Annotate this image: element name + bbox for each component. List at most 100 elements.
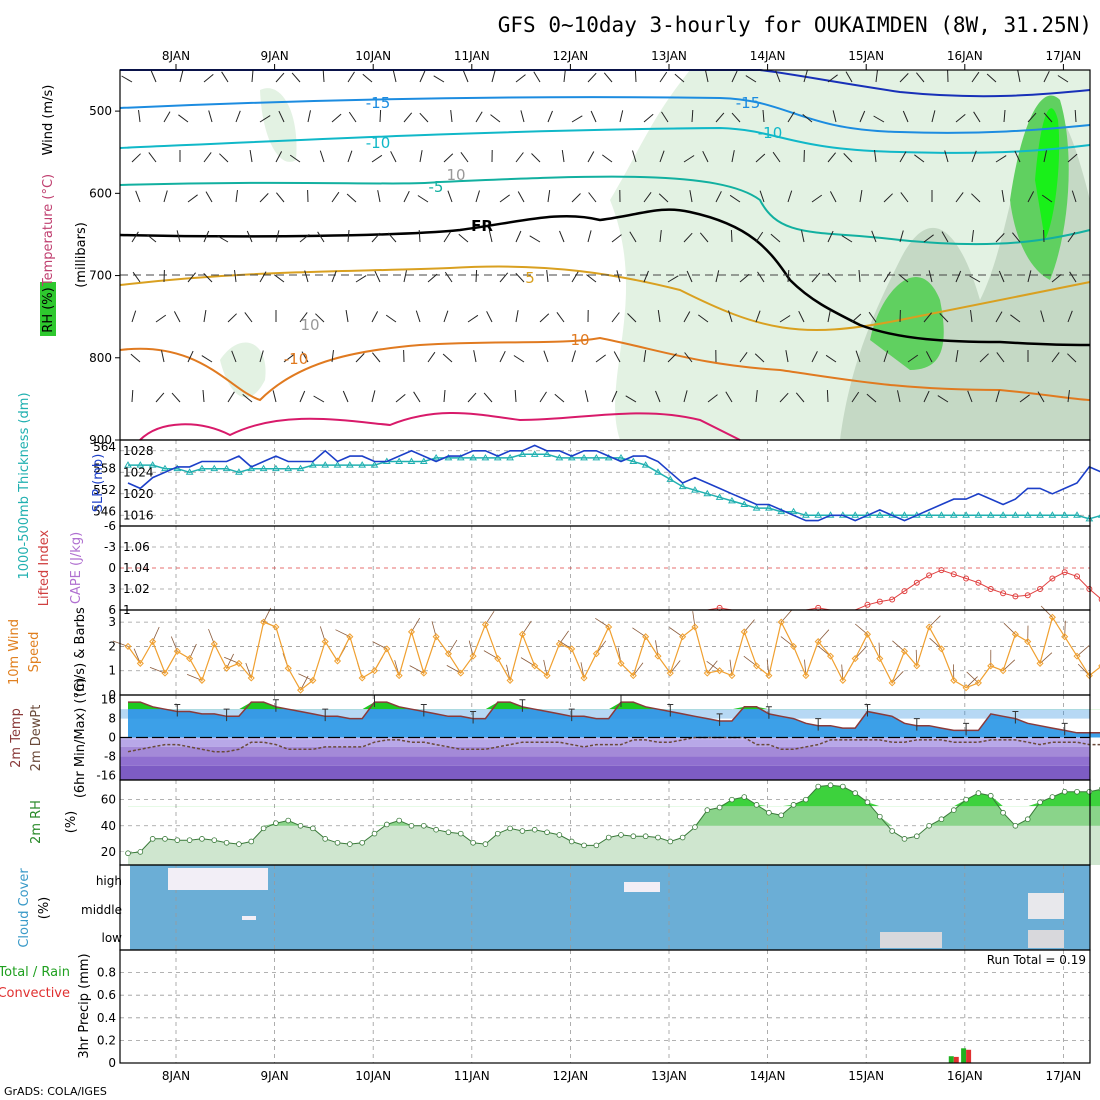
precip-tick-label: 0.4 (97, 1011, 116, 1025)
cape-point (1086, 586, 1093, 592)
wind-barb (611, 234, 622, 243)
wind-barb (1001, 190, 1005, 203)
thickness-point (543, 450, 551, 457)
wind-barb (825, 354, 837, 363)
wind-tick-label: 1 (108, 664, 116, 678)
rh2m-point (1012, 822, 1019, 829)
wind-barb (1041, 194, 1053, 203)
wind-barb (851, 391, 860, 403)
wind-barb (900, 192, 909, 203)
wind-barb (427, 273, 438, 283)
wind-barb (155, 314, 167, 323)
wind10-point (1011, 630, 1019, 638)
wind-barb (1014, 150, 1021, 163)
wind-barb (811, 351, 818, 363)
temp-fill (128, 702, 1100, 738)
rh2m-point (544, 829, 550, 836)
wind10-point (444, 650, 452, 658)
wind10-point (642, 633, 650, 641)
wind-barb (941, 231, 949, 243)
wind10-point (198, 676, 206, 684)
wind-barb (659, 150, 665, 163)
wind-barb (1017, 70, 1021, 83)
thickness-point (592, 453, 601, 461)
rh-fill-high (128, 785, 1100, 807)
wind-barb (187, 272, 196, 283)
wind-barb (362, 73, 373, 83)
temp2m-axis-label: 2m Temp (9, 708, 24, 768)
rh2m-point (420, 822, 427, 829)
thickness-point (222, 464, 231, 472)
wind-barb (745, 75, 757, 83)
thickness-point (617, 453, 625, 461)
wind-barb (715, 270, 720, 283)
temp-contour-label: -10 (758, 124, 783, 142)
rh2m-point (593, 842, 600, 849)
wind-barb (970, 310, 973, 323)
cold-band (120, 737, 1090, 747)
wind10-barb (743, 655, 757, 667)
wind10-point (346, 633, 354, 641)
wind-barb (187, 350, 194, 363)
wind-barb (131, 153, 141, 163)
wind-barb (371, 232, 381, 243)
wind-barb (785, 350, 789, 363)
wind10-point (925, 623, 933, 631)
rh-tick-label: 20 (101, 845, 116, 859)
date-label-bottom: 14JAN (750, 1069, 786, 1083)
wind-barb (588, 192, 597, 203)
wind-barb (1067, 353, 1077, 363)
wind-barb (379, 109, 382, 123)
rh2m-point (433, 826, 439, 833)
wind-barb (161, 350, 165, 363)
wind-barb (342, 390, 349, 403)
cloud-level-label: high (96, 874, 122, 888)
wind-barb (755, 153, 766, 163)
wind-barb (967, 390, 973, 403)
wind-barb (955, 114, 966, 123)
wind-barb (475, 111, 483, 123)
lifted-index-tick-label: -6 (104, 519, 116, 533)
wind-barb (787, 269, 790, 283)
rh2m-point (790, 802, 797, 808)
wind-barb (221, 71, 229, 83)
temp-contour-label: 10 (570, 331, 589, 349)
wind10-point (297, 686, 305, 694)
wind-barb (515, 272, 525, 283)
wind-barb (171, 392, 181, 403)
rh2m-point (975, 790, 982, 796)
wind10-point (494, 655, 502, 663)
wind-barb (135, 190, 141, 203)
wind-barb (986, 73, 997, 83)
temp-maxmin-marker (470, 711, 477, 724)
wind-barb (829, 191, 837, 203)
wind-barb (827, 310, 831, 323)
wind-barb (739, 273, 750, 283)
precip-bar-convective (966, 1049, 972, 1063)
lifted-index-tick-label: 3 (108, 582, 116, 596)
wind-barb (739, 352, 748, 363)
wind-barb (698, 314, 709, 323)
wind-barb (450, 110, 453, 123)
wind-barb (661, 111, 669, 123)
rh2m-point (1049, 794, 1056, 800)
rh-axis-label: RH (%) (41, 287, 56, 332)
wind-barb (514, 389, 517, 403)
temp-maxmin-marker (765, 706, 772, 719)
wind-barb (955, 270, 962, 283)
wind10-barb (335, 629, 351, 638)
wind10-point (974, 679, 982, 687)
wind-barb (275, 230, 280, 243)
wind-barb (899, 230, 904, 243)
wind-barb (707, 394, 718, 403)
cold-band (120, 756, 1090, 766)
wind-barb (529, 235, 541, 243)
cape-point (1074, 573, 1081, 580)
wind10-point (370, 667, 379, 675)
precip-convective-label: Convective (0, 986, 70, 1001)
cape-point (975, 579, 982, 586)
wind10-barb (633, 662, 644, 676)
temp-maxmin-marker (815, 718, 822, 731)
rh2m-point (827, 782, 834, 789)
thickness-point (272, 464, 280, 472)
